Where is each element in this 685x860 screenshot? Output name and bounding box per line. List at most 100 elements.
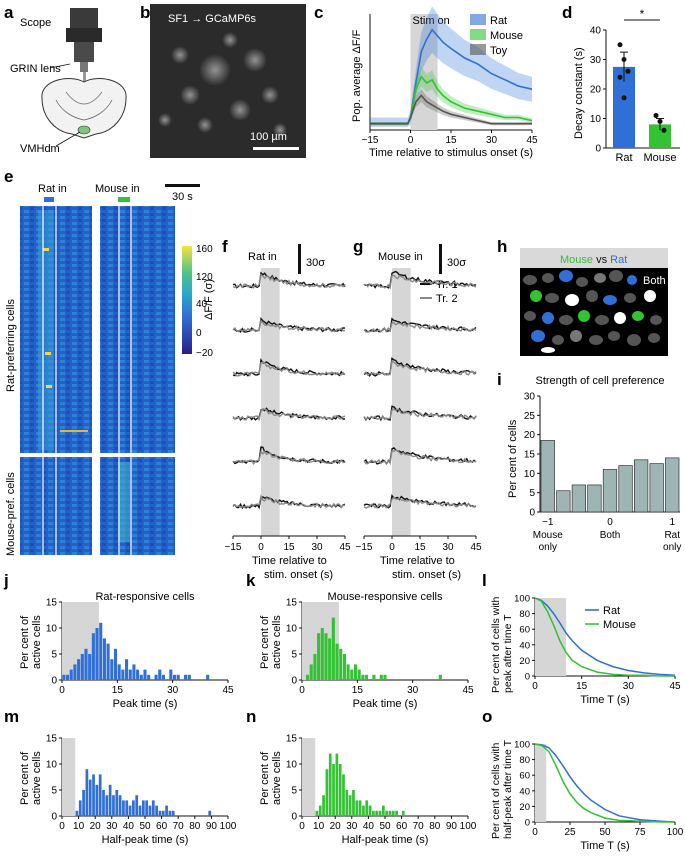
i-ytick-label: 20 — [524, 430, 536, 441]
k-bar — [346, 664, 350, 680]
c-legend-swatch — [470, 14, 486, 25]
c-legend-label: Mouse — [490, 30, 523, 42]
l-ytick-label: 20 — [519, 656, 530, 667]
i-ytick-label: 5 — [529, 488, 535, 499]
n-xtick-label: 30 — [346, 821, 358, 832]
n-xtick-label: 100 — [460, 821, 477, 832]
c-legend-swatch — [470, 44, 486, 55]
j-bar — [136, 669, 140, 680]
j-xtick-label: 0 — [59, 685, 65, 696]
j-bar — [143, 669, 147, 680]
m-xtick-label: 70 — [173, 821, 185, 832]
m-bar — [141, 800, 145, 816]
l-ytick-label: 0 — [525, 672, 530, 683]
j-bar — [95, 628, 99, 680]
j-bar — [113, 648, 118, 680]
panel-letter-l: l — [482, 571, 487, 590]
g-trace — [363, 449, 477, 466]
i-xtick-sublabel: Rat — [664, 530, 680, 541]
n-xlabel: Half-peak time (s) — [342, 834, 429, 846]
m-xtick-label: 60 — [156, 821, 168, 832]
i-xtick-sublabel: only — [539, 542, 557, 553]
k-bar — [339, 648, 343, 680]
f-scale-label: 30σ — [306, 257, 325, 269]
i-bar — [618, 465, 633, 513]
c-ylabel: Pop. average ΔF/F — [351, 29, 363, 122]
m-bar — [122, 800, 125, 816]
k-ytick-label: 0 — [291, 676, 297, 687]
m-bar — [92, 774, 95, 816]
j-bar — [62, 674, 66, 680]
panel-letter-j: j — [3, 571, 9, 590]
n-bar — [378, 810, 382, 816]
m-xtick-label: 20 — [90, 821, 102, 832]
o-ylabel-1: Per cent of cells with — [490, 743, 502, 839]
i-ytick-label: 0 — [529, 508, 535, 519]
j-bar — [106, 643, 110, 680]
panel-letter-k: k — [246, 571, 256, 590]
j-bar — [125, 659, 129, 680]
d-ytick-label: 10 — [590, 114, 602, 125]
d-point — [617, 74, 623, 80]
c-legend-swatch — [470, 29, 486, 40]
m-ytick-label: 0 — [51, 812, 57, 823]
panel-letter-d: d — [562, 3, 572, 22]
l-ylabel-2: peak after time T — [502, 614, 514, 693]
l-line-mouse — [534, 597, 675, 677]
j-bar — [84, 648, 88, 680]
panel-a: a Scope GRIN lens VMHdm — [4, 3, 127, 155]
j-bar — [128, 669, 132, 680]
n-bar — [362, 805, 365, 816]
svg-text:40: 40 — [196, 299, 208, 310]
j-bar — [73, 664, 77, 680]
l-legend-label: Rat — [603, 605, 620, 617]
mouse-stim-marker — [118, 197, 130, 202]
n-bar — [325, 769, 329, 816]
m-ytick-label: 5 — [51, 786, 57, 797]
vmhdm-label: VMHdm — [20, 143, 60, 155]
j-bar — [184, 674, 188, 680]
panel-letter-c: c — [314, 3, 323, 22]
j-bar — [139, 674, 143, 680]
j-ytick-label: 10 — [46, 624, 58, 635]
n-bar — [355, 800, 359, 816]
n-ytick-label: 0 — [291, 812, 297, 823]
m-bar — [161, 810, 165, 816]
f-title: Rat in — [248, 251, 277, 263]
i-bar — [571, 484, 587, 513]
d-point — [621, 57, 627, 62]
d-point — [621, 95, 627, 101]
panel-letter-o: o — [482, 707, 492, 726]
d-point — [657, 118, 663, 124]
c-band-mouse — [370, 66, 532, 126]
j-bar — [176, 674, 180, 680]
n-bar — [315, 810, 319, 816]
o-ylabel-2: half-peak after time T — [502, 739, 514, 839]
n-bar — [372, 810, 375, 816]
m-ylabel-1: Per cent of — [19, 751, 31, 805]
n-bar — [381, 805, 385, 816]
m-bar — [151, 800, 155, 816]
d-point — [661, 127, 667, 133]
i-xtick-label: 0 — [607, 517, 613, 528]
panel-letter-n: n — [246, 707, 256, 726]
c-band-rat — [370, 6, 532, 127]
l-xtick-label: 0 — [532, 681, 538, 692]
k-bar — [317, 633, 321, 680]
g-trace — [364, 274, 477, 290]
n-bar — [342, 774, 345, 816]
i-xtick-sublabel: Both — [600, 530, 621, 541]
n-ytick-label: 15 — [286, 734, 298, 745]
f-trace — [232, 407, 345, 421]
m-bar — [165, 805, 168, 816]
l-line-rat — [534, 597, 676, 676]
g-scale-label: 30σ — [447, 257, 466, 269]
i-ylabel: Per cent of cells — [507, 419, 519, 498]
n-ylabel-1: Per cent of — [259, 751, 271, 805]
k-xtick-label: 30 — [407, 685, 419, 696]
c-legend-label: Rat — [490, 15, 507, 27]
g-trace — [363, 321, 477, 333]
n-xtick-label: 0 — [299, 821, 305, 832]
